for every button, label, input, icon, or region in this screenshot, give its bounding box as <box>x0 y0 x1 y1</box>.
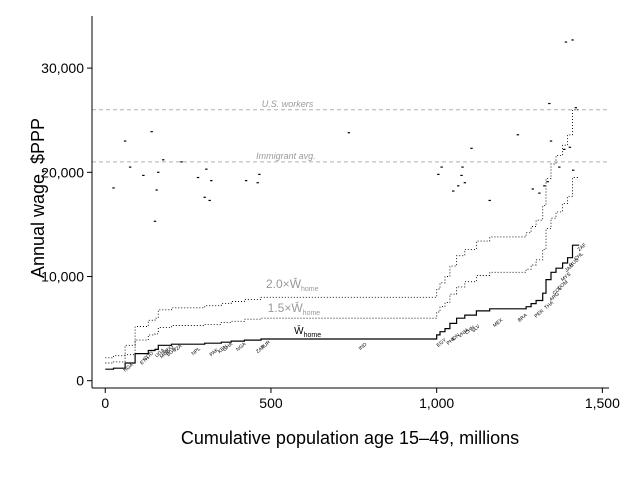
country-label: RUS <box>568 257 580 269</box>
y-tick-label: 20,000 <box>41 164 84 180</box>
country-label: UGA <box>154 347 167 359</box>
country-label: CHL <box>573 251 585 262</box>
country-label: PER <box>534 308 546 319</box>
x-axis-title: Cumulative population age 15–49, million… <box>181 428 519 448</box>
reference-line-label: U.S. workers <box>262 99 314 109</box>
x-tick-label: 500 <box>259 395 283 411</box>
country-label: ETH <box>139 355 151 366</box>
country-label: NGA <box>235 341 248 353</box>
country-label: GHA <box>222 341 235 353</box>
country-label: IDN <box>451 332 462 342</box>
axes-layer: 0 500 1,000 1,500 0 10,000 20,000 30,000 <box>41 16 620 411</box>
country-label: BGD <box>166 346 178 358</box>
country-label: TUR <box>260 339 272 350</box>
reference-line-label: Immigrant avg. <box>256 151 316 161</box>
country-label: CHN <box>464 324 476 336</box>
country-label: NPL <box>191 346 202 357</box>
country-label: COD <box>142 350 155 362</box>
country-label: PAK <box>209 347 221 358</box>
series-line <box>105 109 580 359</box>
country-label: VNM <box>457 328 469 340</box>
y-axis-title: Annual wage, $PPP <box>28 118 48 278</box>
y-tick-label: 30,000 <box>41 60 84 76</box>
country-label: JAM <box>564 263 576 274</box>
wage-markers-layer <box>112 39 578 222</box>
multiple-label: W̄home <box>294 324 321 339</box>
x-tick-label: 1,500 <box>585 395 620 411</box>
reference-lines: U.S. workers Immigrant avg. <box>92 99 609 163</box>
country-label: THA <box>543 300 555 311</box>
y-tick-label: 0 <box>76 373 84 389</box>
country-label: MEX <box>492 317 505 329</box>
x-tick-label: 0 <box>101 395 109 411</box>
country-label: SLV <box>471 323 482 334</box>
country-label: TZA <box>172 343 184 354</box>
country-label: IND <box>358 341 369 351</box>
country-label: COL <box>552 285 564 296</box>
x-tick-label: 1,000 <box>419 395 454 411</box>
country-label: MOZ <box>159 348 171 360</box>
country-label: BRA <box>517 312 529 324</box>
country-label: NGA <box>123 362 136 374</box>
y-tick-label: 10,000 <box>41 269 84 285</box>
country-label: EGY <box>436 337 448 349</box>
series-line <box>105 177 580 364</box>
country-label: ZAF <box>577 242 588 253</box>
country-label: MYS <box>560 271 573 283</box>
country-label: ARG <box>548 291 560 303</box>
country-label: PHL <box>446 336 457 347</box>
country-label: KEN <box>217 344 229 355</box>
country-label: ZAR <box>255 344 267 355</box>
series-layer <box>105 109 580 370</box>
series-line <box>105 244 580 370</box>
